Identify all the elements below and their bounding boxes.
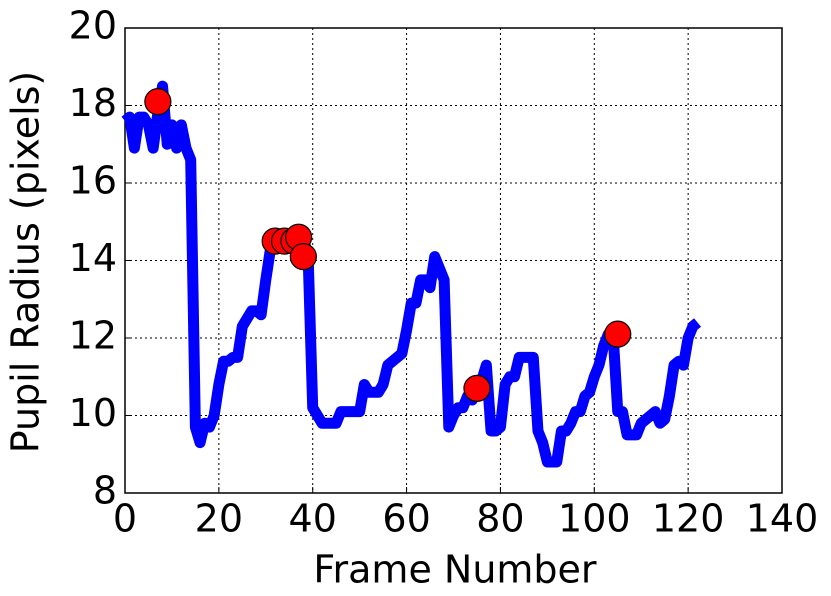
x-tick-label: 60 bbox=[382, 497, 430, 541]
x-tick-label: 80 bbox=[476, 497, 524, 541]
x-tick-label: 140 bbox=[746, 497, 819, 541]
x-tick-label: 0 bbox=[113, 497, 137, 541]
x-tick-label: 20 bbox=[195, 497, 243, 541]
y-tick-label: 20 bbox=[69, 4, 117, 48]
data-point bbox=[289, 243, 317, 271]
y-axis-label: Pupil Radius (pixels) bbox=[4, 71, 48, 454]
data-line bbox=[121, 80, 702, 468]
x-axis-label: Frame Number bbox=[313, 548, 597, 592]
y-tick-label: 8 bbox=[93, 469, 117, 513]
x-tick-label: 40 bbox=[289, 497, 337, 541]
y-tick-label: 16 bbox=[69, 159, 117, 203]
plot-frame bbox=[124, 27, 783, 494]
y-tick-label: 18 bbox=[69, 81, 117, 125]
y-tick-label: 10 bbox=[69, 391, 117, 435]
x-tick-label: 100 bbox=[558, 497, 631, 541]
data-point bbox=[463, 374, 491, 402]
x-tick-label: 120 bbox=[652, 497, 725, 541]
data-point bbox=[604, 320, 632, 348]
y-tick-label: 12 bbox=[69, 314, 117, 358]
data-point bbox=[144, 88, 172, 116]
y-tick-label: 14 bbox=[69, 236, 117, 280]
